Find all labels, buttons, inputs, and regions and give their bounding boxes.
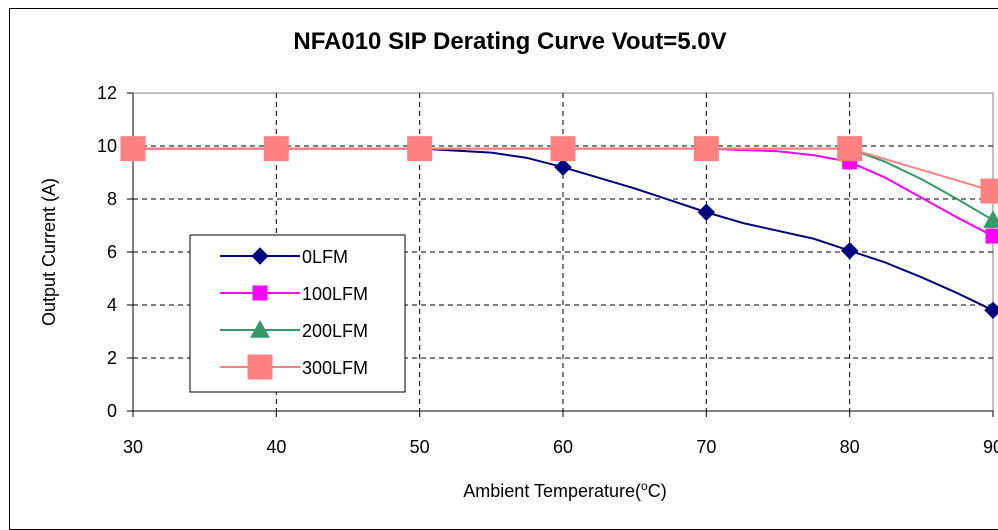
legend-label-200lfm: 200LFM <box>302 321 368 341</box>
legend-box <box>189 234 406 393</box>
series-300lfm <box>133 147 994 193</box>
y-tick-label: 0 <box>107 401 117 421</box>
x-axis-label-unit: C) <box>648 481 667 501</box>
legend-marker-300lfm <box>247 354 273 380</box>
data-point-300lfm <box>837 136 863 162</box>
x-axis-label-main: Ambient Temperature( <box>463 481 641 501</box>
legend-label-100lfm: 100LFM <box>302 284 368 304</box>
legend-items: 0LFM 100LFM 200LFM 300LFM <box>220 247 368 380</box>
y-tick-label: 2 <box>107 348 117 368</box>
x-tick-label: 30 <box>123 437 143 457</box>
x-tick-label: 60 <box>553 437 573 457</box>
series-markers-300lfm <box>120 136 998 204</box>
legend-label-0lfm: 0LFM <box>302 247 348 267</box>
data-point-100lfm <box>985 228 998 244</box>
data-point-0lfm <box>840 241 859 260</box>
data-point-0lfm <box>984 301 998 320</box>
y-tick-label: 12 <box>97 83 117 103</box>
legend-marker-200lfm <box>250 319 270 338</box>
legend-marker-100lfm <box>252 285 268 301</box>
data-point-300lfm <box>550 136 576 162</box>
y-tick-label: 10 <box>97 136 117 156</box>
data-point-300lfm <box>407 136 433 162</box>
x-tick-label: 50 <box>410 437 430 457</box>
legend: 0LFM 100LFM 200LFM 300LFM <box>189 234 406 393</box>
chart: NFA010 SIP Derating Curve Vout=5.0V 0 2 4 6… <box>39 28 998 501</box>
data-point-300lfm <box>120 136 146 162</box>
data-point-0lfm <box>554 158 572 176</box>
series-line-300lfm <box>133 147 994 193</box>
y-tick-label: 8 <box>107 189 117 209</box>
y-tick-label: 6 <box>107 242 117 262</box>
chart-frame: NFA010 SIP Derating Curve Vout=5.0V 0 2 4 6… <box>9 8 998 530</box>
y-tick-label: 4 <box>107 295 117 315</box>
x-tick-label: 40 <box>266 437 286 457</box>
legend-label-300lfm: 300LFM <box>302 358 368 378</box>
series-group <box>120 136 998 320</box>
x-axis-label: Ambient Temperature(oC) <box>463 479 666 501</box>
legend-marker-0lfm <box>251 247 269 265</box>
data-point-300lfm <box>693 136 719 162</box>
x-tick-label: 80 <box>840 437 860 457</box>
x-tick-label: 90 <box>983 437 998 457</box>
data-point-0lfm <box>697 203 716 221</box>
axis-ticks: 0 2 4 6 8 10 12 30 40 50 60 70 80 90 <box>97 83 998 457</box>
chart-title: NFA010 SIP Derating Curve Vout=5.0V <box>293 28 726 55</box>
data-point-300lfm <box>980 178 998 204</box>
x-tick-label: 70 <box>696 437 716 457</box>
y-axis-label: Output Current (A) <box>39 178 59 326</box>
x-axis-label-degree: o <box>641 479 648 493</box>
data-point-300lfm <box>263 136 289 162</box>
